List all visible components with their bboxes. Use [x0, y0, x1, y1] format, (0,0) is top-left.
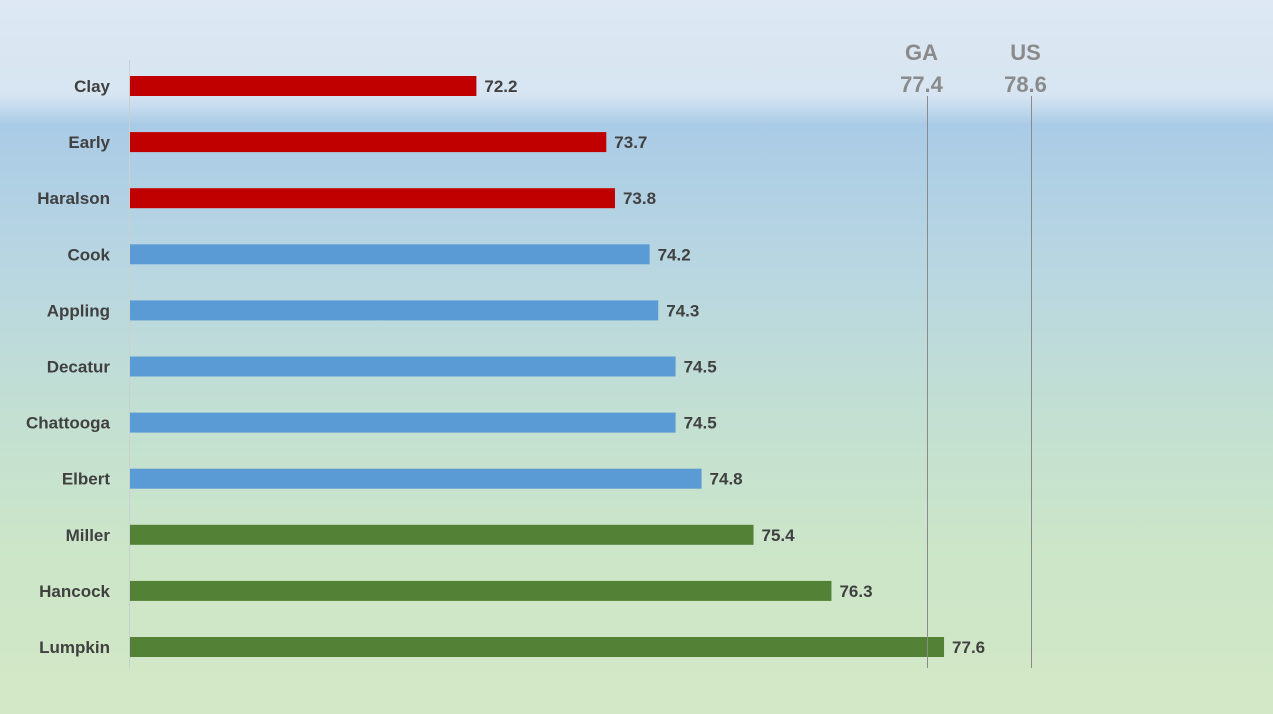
bar: [130, 132, 607, 153]
category-label: Lumpkin: [39, 638, 110, 657]
value-label: 74.5: [684, 414, 717, 433]
bar: [130, 188, 615, 209]
category-label: Early: [68, 133, 110, 152]
category-label: Hancock: [39, 582, 110, 601]
bar: [130, 468, 702, 489]
reference-name-label: GA: [905, 40, 938, 65]
value-label: 77.6: [952, 638, 985, 657]
value-label: 76.3: [839, 582, 872, 601]
value-label: 74.5: [684, 358, 717, 377]
category-label: Cook: [68, 245, 111, 264]
bars-group: Clay 72.2 Early 73.7 Haralson 73.8 Cook 74.2 App…: [26, 76, 985, 657]
value-label: 74.2: [658, 245, 691, 264]
category-label: Elbert: [62, 470, 111, 489]
value-label: 75.4: [762, 526, 796, 545]
value-label: 72.2: [484, 77, 517, 96]
bar: [130, 412, 676, 433]
reference-name-label: US: [1010, 40, 1041, 65]
bar: [130, 580, 832, 601]
reference-value-label: 77.4: [900, 72, 944, 97]
reference-lines-group: GA 77.4 US 78.6: [900, 40, 1047, 668]
category-label: Chattooga: [26, 414, 111, 433]
category-label: Haralson: [37, 189, 110, 208]
reference-value-label: 78.6: [1004, 72, 1047, 97]
value-label: 73.7: [614, 133, 647, 152]
value-label: 74.3: [666, 301, 699, 320]
bar: [130, 76, 477, 96]
value-label: 74.8: [710, 470, 743, 489]
bar: [130, 524, 754, 545]
value-label: 73.8: [623, 189, 656, 208]
bar: [130, 300, 659, 321]
bar: [130, 244, 650, 265]
category-label: Decatur: [47, 358, 111, 377]
category-label: Miller: [66, 526, 111, 545]
category-label: Appling: [47, 301, 110, 320]
category-label: Clay: [74, 77, 110, 96]
bar: [130, 637, 945, 657]
bar: [130, 356, 676, 377]
